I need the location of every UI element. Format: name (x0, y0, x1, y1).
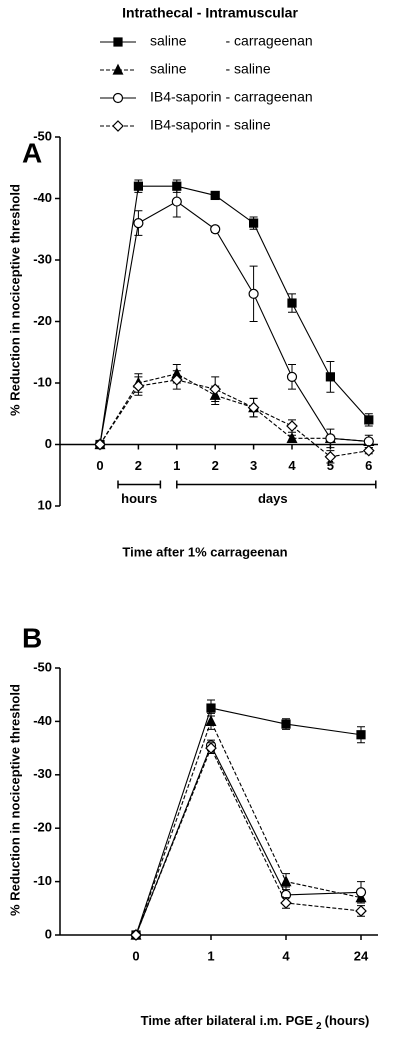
marker (281, 719, 291, 729)
marker (355, 905, 367, 917)
marker (286, 432, 298, 443)
marker (210, 224, 221, 235)
x-tick-label: 1 (173, 458, 180, 473)
marker (280, 897, 292, 909)
x-axis-title: Time after 1% carrageenan (122, 544, 287, 559)
series-line (135, 746, 362, 936)
y-tick-label: 10 (38, 497, 52, 512)
y-tick-label: -20 (33, 313, 52, 328)
y-axis-title: % Reduction in nociceptive threshold (7, 184, 22, 416)
marker (170, 374, 183, 386)
marker (286, 420, 298, 432)
marker (280, 875, 292, 887)
marker (133, 218, 144, 229)
series-line (99, 200, 369, 445)
y-tick-label: -40 (33, 713, 52, 728)
x-tick-label: 1 (207, 948, 214, 963)
x-tick-label: 2 (212, 458, 219, 473)
series-line (99, 373, 369, 445)
marker (325, 433, 336, 444)
marker (355, 887, 367, 898)
x-tick-label: 6 (365, 458, 372, 473)
legend-marker (113, 37, 123, 47)
legend-label: IB4-saporin - carrageenan (150, 89, 313, 105)
y-tick-label: -20 (33, 820, 52, 835)
y-tick-label: -30 (33, 766, 52, 781)
y-tick-label: -30 (33, 251, 52, 266)
panel-label: B (22, 622, 42, 653)
marker (363, 436, 374, 447)
x-axis-title-part: (hours) (325, 1013, 370, 1028)
annotation: days (258, 491, 288, 506)
y-axis-title: % Reduction in nociceptive threshold (7, 684, 22, 916)
y-tick-label: -40 (33, 190, 52, 205)
marker (205, 742, 217, 754)
x-tick-label: 4 (288, 458, 296, 473)
series-line (135, 707, 362, 936)
x-tick-label: 0 (96, 458, 103, 473)
marker (249, 218, 259, 228)
x-tick-label: 4 (282, 948, 290, 963)
legend-marker (112, 120, 124, 132)
legend-marker (112, 63, 124, 75)
legend-label: saline - carrageenan (150, 33, 313, 49)
marker (132, 380, 145, 392)
x-tick-label: 2 (135, 458, 142, 473)
bracket (176, 480, 377, 489)
marker (286, 371, 298, 382)
series-line (99, 379, 369, 458)
annotation: hours (121, 491, 157, 506)
y-tick-label: 0 (45, 436, 52, 451)
marker (209, 383, 222, 395)
y-tick-label: -10 (33, 873, 52, 888)
x-tick-label: 3 (250, 458, 257, 473)
marker (325, 372, 335, 382)
series-line (135, 744, 362, 936)
marker (324, 450, 337, 463)
legend-marker (112, 92, 124, 104)
x-tick-label: 24 (354, 948, 369, 963)
marker (364, 415, 374, 425)
marker (130, 929, 142, 941)
panel-label: A (22, 137, 42, 168)
marker (94, 438, 106, 451)
x-axis-title-part: 2 (316, 1021, 322, 1032)
x-axis-title: Time after bilateral i.m. PGE 2 (hours) (141, 1013, 370, 1031)
series-line (135, 719, 362, 936)
marker (356, 730, 366, 740)
legend-label: IB4-saporin - saline (150, 117, 271, 133)
marker (210, 190, 220, 201)
y-tick-label: 0 (45, 926, 52, 941)
marker (133, 181, 143, 191)
marker (287, 298, 297, 308)
marker (205, 715, 217, 727)
marker (171, 196, 182, 207)
bracket (117, 480, 162, 489)
marker (206, 703, 216, 713)
legend-label: saline - saline (150, 61, 271, 77)
x-tick-label: 5 (327, 458, 334, 473)
series-line (99, 185, 370, 445)
marker (248, 288, 259, 299)
y-tick-label: -50 (33, 659, 52, 674)
marker (247, 401, 260, 414)
y-tick-label: -50 (33, 128, 52, 143)
y-tick-label: -10 (33, 374, 52, 389)
x-axis-title-part: Time after bilateral i.m. PGE (141, 1013, 314, 1028)
x-tick-label: 0 (132, 948, 139, 963)
marker (362, 444, 375, 457)
legend-title: Intrathecal - Intramuscular (122, 5, 298, 21)
